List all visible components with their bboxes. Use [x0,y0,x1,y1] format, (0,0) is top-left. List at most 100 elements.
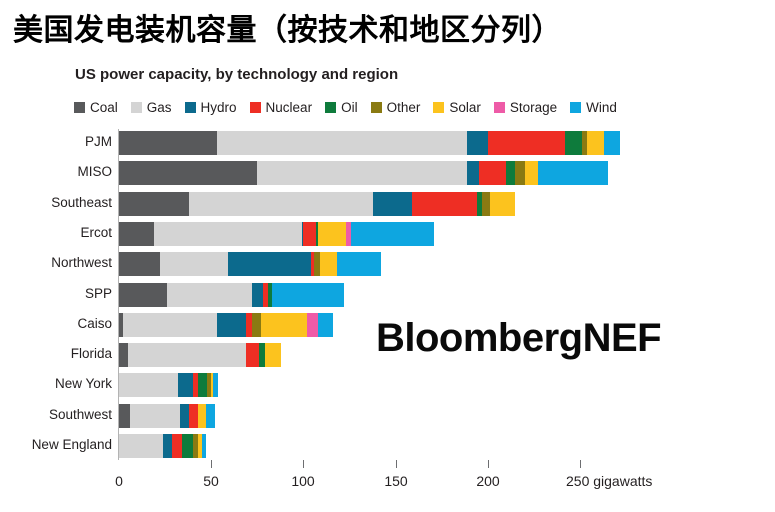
bar-segment-solar [524,161,538,185]
row-label: Northwest [51,255,112,270]
x-axis-label: 200 [476,473,500,489]
x-axis-tick [211,460,212,468]
legend-swatch [325,102,337,113]
bar-segment-coal [119,222,154,246]
bar-segment-gas [122,313,217,337]
x-axis-label: 100 [291,473,315,489]
stacked-bar [119,192,516,216]
bar-segment-gas [130,404,180,428]
stacked-bar [119,373,219,397]
x-axis-tick [396,460,397,468]
bar-segment-gas [257,161,468,185]
bar-segment-oil [181,434,193,458]
legend-swatch [493,102,505,113]
row-label: MISO [77,164,112,179]
legend-item-storage: Storage [493,100,558,115]
bar-segment-gas [159,252,228,276]
legend-swatch [184,102,196,113]
bar-segment-hydro [301,222,304,246]
legend-label: Solar [449,100,481,115]
bar-segment-solar [260,313,307,337]
bar-segment-wind [201,434,206,458]
stacked-bar [119,161,608,185]
bar-segment-hydro [163,434,173,458]
bar-segment-nuclear [246,343,260,367]
legend-item-hydro: Hydro [184,100,237,115]
legend-item-other: Other [370,100,420,115]
legend-label: Storage [509,100,558,115]
bar-segment-coal [119,252,160,276]
bar-segment-other [207,373,212,397]
row-label: New York [54,376,112,391]
bar-segment-hydro [178,373,193,397]
stacked-bar [119,252,381,276]
bar-segment-other [251,313,261,337]
bar-segment-nuclear [262,283,269,307]
bar-segment-solar [198,434,202,458]
bar-segment-solar [317,222,346,246]
bar-segment-oil [506,161,516,185]
bar-segment-wind [205,404,215,428]
legend-item-coal: Coal [74,100,118,115]
bar-segment-nuclear [303,222,317,246]
bar-segment-other [581,131,588,155]
bar-segment-wind [318,313,333,337]
legend-item-gas: Gas [130,100,172,115]
watermark: BloombergNEF [376,316,662,360]
legend-swatch [74,102,85,113]
bar-segment-hydro [216,313,247,337]
stacked-bar [119,434,206,458]
page-title: 美国发电装机容量（按技术和地区分列） [13,14,562,47]
chart-row: Northwest [0,250,775,280]
chart-row: Southeast [0,190,775,220]
bar-segment-solar [489,192,516,216]
bar-segment-oil [316,222,318,246]
stacked-bar [119,131,621,155]
legend-label: Wind [586,100,617,115]
x-axis-label: 250 gigawatts [566,473,653,489]
bar-segment-storage [345,222,352,246]
bar-segment-oil [198,373,208,397]
bar-segment-coal [119,131,217,155]
bar-segment-other [482,192,490,216]
stacked-bar [119,404,215,428]
bar-segment-gas [119,373,178,397]
row-label: Caiso [77,316,112,331]
legend-item-oil: Oil [325,100,358,115]
legend-swatch [370,102,382,113]
row-label: PJM [85,134,112,149]
stacked-bar [119,222,435,246]
y-axis-line [118,129,119,460]
bar-segment-nuclear [487,131,566,155]
bar-segment-nuclear [478,161,507,185]
x-axis-label: 0 [115,473,123,489]
bar-segment-nuclear [412,192,477,216]
bar-segment-gas [216,131,468,155]
bar-segment-coal [119,283,167,307]
chart-row: Florida [0,341,775,371]
bar-segment-gas [189,192,374,216]
chart-row: PJM [0,129,775,159]
stacked-bar [119,283,344,307]
chart-row: New York [0,371,775,401]
legend-item-wind: Wind [570,100,617,115]
bar-segment-wind [336,252,381,276]
x-axis-tick [580,460,581,468]
bar-segment-other [192,434,199,458]
bar-segment-storage [306,313,319,337]
bar-segment-coal [119,404,131,428]
legend-item-nuclear: Nuclear [249,100,312,115]
chart-row: Ercot [0,220,775,250]
legend-swatch [249,102,261,113]
bar-segment-wind [537,161,608,185]
chart-legend: Coal Gas Hydro Nuclear Oil Other Solar Storage W… [74,100,617,115]
chart-row: Caiso [0,311,775,341]
bar-segment-coal [119,192,190,216]
bar-segment-wind [351,222,435,246]
bar-segment-other [314,252,320,276]
row-label: Southeast [51,195,112,210]
bar-segment-wind [212,373,219,397]
chart-row: MISO [0,159,775,189]
bar-segment-oil [259,343,265,367]
